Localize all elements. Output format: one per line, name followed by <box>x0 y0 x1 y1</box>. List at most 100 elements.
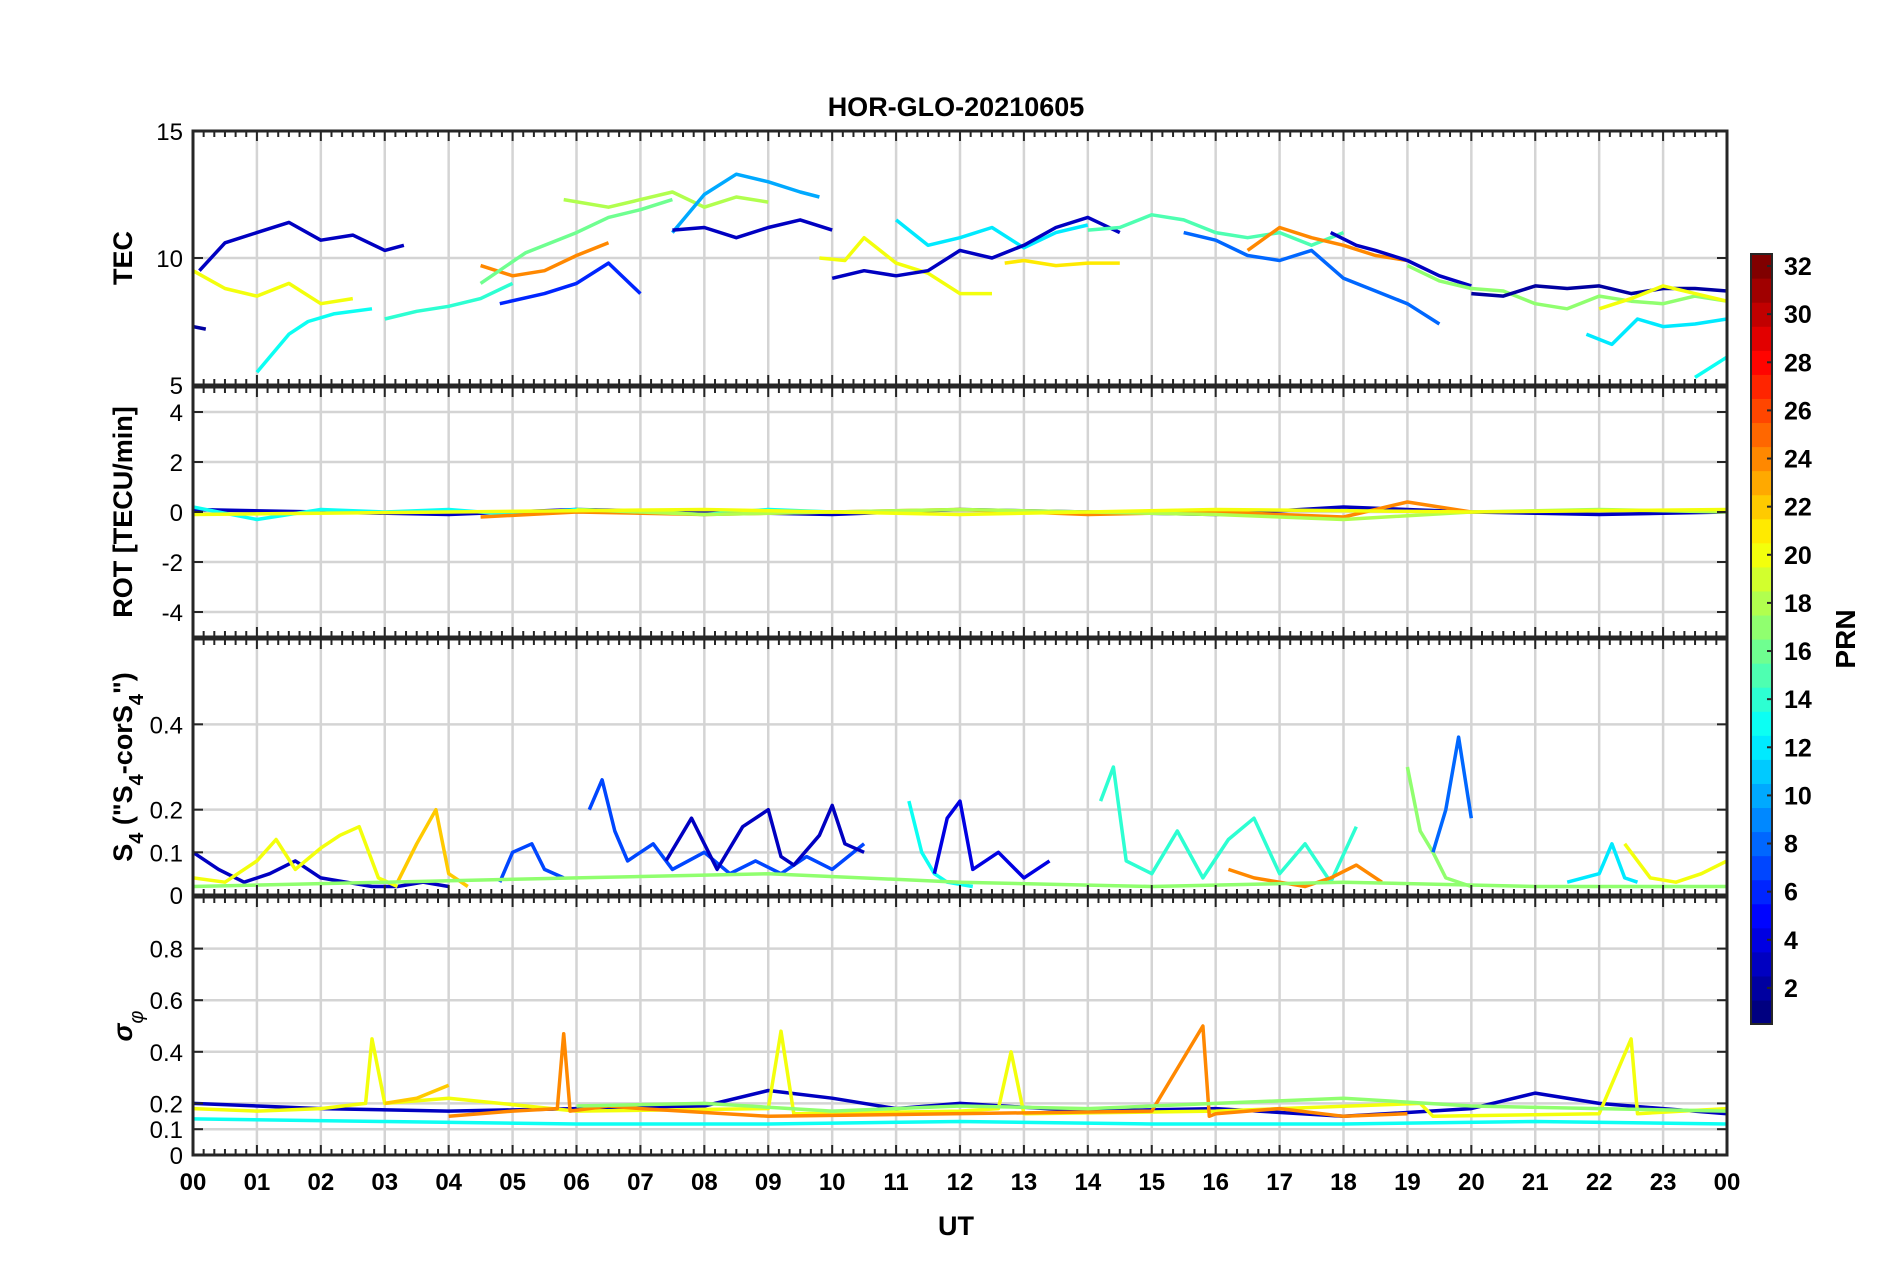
x-tick-label: 20 <box>1458 1169 1485 1196</box>
colorbar-swatch <box>1751 446 1772 472</box>
x-tick-label: 18 <box>1330 1169 1357 1196</box>
x-axis-label: UT <box>938 1211 974 1241</box>
y-tick-label: 0.8 <box>150 937 183 964</box>
y-tick-label: 5 <box>170 373 183 400</box>
x-tick-label: 11 <box>883 1169 908 1196</box>
series-line-prn-20 <box>193 1029 1727 1119</box>
colorbar-tick-label: 22 <box>1784 494 1812 522</box>
series-line-prn-3 <box>672 218 833 240</box>
x-tick-label: 23 <box>1650 1169 1677 1196</box>
colorbar-swatch <box>1751 278 1772 303</box>
y-tick-label: -4 <box>162 600 183 627</box>
series-line-prn-13 <box>193 1117 1727 1126</box>
series-line-prn-15 <box>1087 213 1345 248</box>
panel-0: 5 10 15 TEC <box>108 119 1729 400</box>
colorbar-swatch <box>1751 831 1772 857</box>
colorbar-tick-label: 30 <box>1784 301 1812 329</box>
panel-frame <box>191 637 1729 897</box>
y-tick-label: 15 <box>156 119 183 146</box>
colorbar-swatch <box>1751 879 1772 905</box>
series-line-prn-8 <box>1183 230 1441 326</box>
panel-3: 00.10.2 0.4 0.6 0.8 σφ <box>108 895 1729 1170</box>
colorbar-swatch <box>1751 614 1772 640</box>
series-line-prn-12 <box>895 218 1089 250</box>
colorbar-tick-label: 8 <box>1784 831 1798 859</box>
y-axis-label: σφ <box>108 1011 148 1042</box>
colorbar-tick-label: 28 <box>1784 349 1812 377</box>
series-line-prn-3 <box>831 215 1121 281</box>
y-axis-label: S4 ("S4-corS4") <box>108 672 148 862</box>
colorbar-tick-label: 32 <box>1784 253 1812 281</box>
colorbar-swatch <box>1751 759 1772 784</box>
series-line-prn-13 <box>1694 355 1727 379</box>
x-tick-label: 00 <box>1714 1169 1741 1196</box>
colorbar-swatch <box>1751 254 1772 279</box>
series-line-prn-16 <box>479 197 673 285</box>
x-tick-label: 17 <box>1266 1169 1293 1196</box>
x-tick-label: 07 <box>627 1169 654 1196</box>
colorbar-swatch <box>1751 855 1772 881</box>
colorbar-frame <box>1750 253 1773 1025</box>
colorbar-tick-label: 6 <box>1784 879 1798 907</box>
series-line-prn-18 <box>563 190 769 209</box>
y-tick-label: 0 <box>170 500 183 527</box>
panel-2: 0 0.1 0.2 0.4S4 ("S4-corS4") <box>108 637 1729 910</box>
colorbar-swatch <box>1751 927 1772 953</box>
y-tick-label: 0 <box>170 883 183 910</box>
colorbar-swatch <box>1751 302 1772 327</box>
colorbar-tick-label: 20 <box>1784 542 1812 570</box>
colorbar-swatch <box>1751 951 1772 977</box>
colorbar-swatch <box>1751 663 1772 688</box>
y-tick-label: 0.6 <box>150 988 183 1015</box>
x-tick-label: 15 <box>1138 1169 1165 1196</box>
series-line-prn-3 <box>664 803 865 872</box>
x-tick-label: 02 <box>307 1169 334 1196</box>
x-tick-label: 13 <box>1011 1169 1038 1196</box>
colorbar-tick-label: 10 <box>1784 782 1812 810</box>
colorbar-swatch <box>1751 374 1772 399</box>
series-line-prn-14 <box>1098 765 1358 884</box>
series-line-prn-20 <box>819 235 992 296</box>
series-line-prn-14 <box>384 281 514 321</box>
x-tick-label: 09 <box>755 1169 782 1196</box>
series-line-prn-20 <box>193 269 354 306</box>
colorbar-swatch <box>1751 687 1772 712</box>
y-tick-label: -2 <box>162 550 183 577</box>
x-tick-label: 03 <box>371 1169 398 1196</box>
series-line-prn-3 <box>193 850 449 889</box>
x-tick-label: 14 <box>1074 1169 1101 1196</box>
series-group <box>193 735 1727 889</box>
x-tick-label: 10 <box>819 1169 846 1196</box>
series-line-prn-7 <box>498 842 565 883</box>
series-group <box>193 1024 1727 1126</box>
colorbar-swatch <box>1751 518 1772 544</box>
y-tick-label: 0 <box>170 1143 183 1170</box>
colorbar-swatch <box>1751 350 1772 375</box>
series-group <box>193 172 1727 379</box>
series-line-prn-6 <box>499 261 642 306</box>
y-tick-label: 0.4 <box>150 1040 183 1067</box>
colorbar-swatch <box>1751 999 1772 1025</box>
panel-frame <box>191 129 1729 387</box>
series-line-prn-20 <box>1623 842 1727 884</box>
x-tick-label: 19 <box>1394 1169 1421 1196</box>
x-tick-label: 06 <box>563 1169 590 1196</box>
chart-title: HOR-GLO-20210605 <box>828 92 1085 122</box>
series-line-prn-10 <box>671 172 820 234</box>
panel-frame <box>191 895 1729 1157</box>
series-line-prn-8 <box>1431 735 1474 853</box>
colorbar-swatch <box>1751 590 1772 616</box>
series-line-prn-24 <box>1227 863 1383 889</box>
colorbar-swatch <box>1751 494 1772 520</box>
colorbar-tick-label: 24 <box>1784 446 1812 474</box>
series-line-prn-24 <box>1246 225 1408 263</box>
y-tick-label: 0.1 <box>150 1117 183 1144</box>
colorbar-swatch <box>1751 903 1772 929</box>
y-tick-label: 0.2 <box>150 1091 183 1118</box>
x-axis: 00 01 02 03 04 05 06 07 08 09 10 11 12 13 14 15 16 17 18 19… <box>180 1169 1741 1196</box>
x-tick-label: 22 <box>1586 1169 1613 1196</box>
y-tick-label: 2 <box>170 450 183 477</box>
y-axis-label: TEC <box>108 231 138 285</box>
